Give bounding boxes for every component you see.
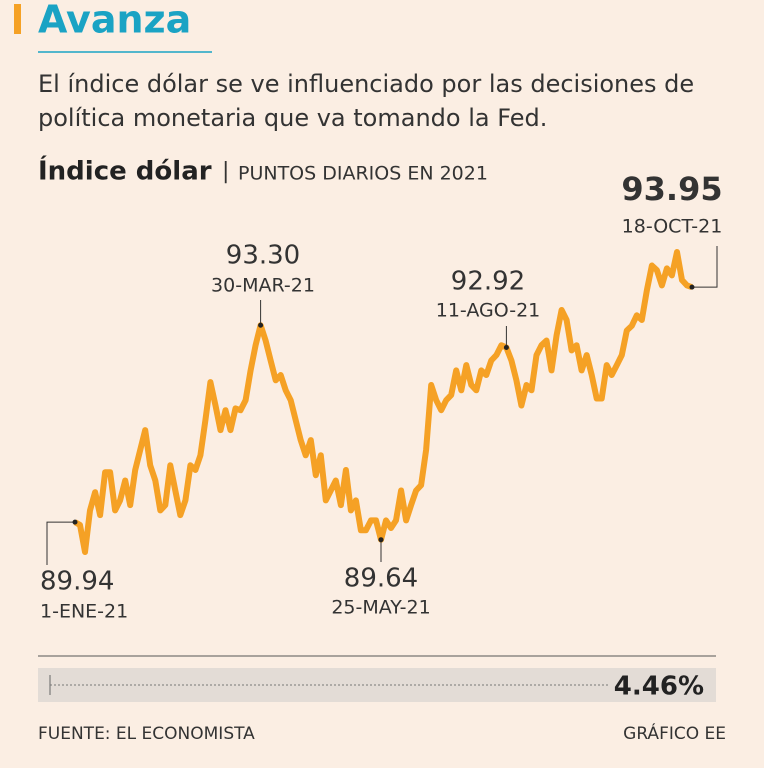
annotation-date: 11-AGO-21: [436, 300, 541, 322]
title-marker: [14, 4, 21, 34]
annotation-value: 89.64: [344, 564, 418, 594]
annotation-dot: [689, 284, 695, 290]
annotation-dot: [378, 537, 384, 543]
leader-line: [692, 246, 718, 288]
subtitle: política monetaria que va tomando la Fed…: [38, 104, 547, 132]
line: [73, 249, 694, 555]
chart-title: Índice dólar: [38, 155, 212, 187]
separator: |: [222, 159, 229, 184]
annotation-date: 25-MAY-21: [331, 597, 430, 619]
annotation-date: 1-ENE-21: [40, 601, 128, 623]
annotation-date: 30-MAR-21: [211, 275, 315, 297]
annotation-value: 89.94: [40, 567, 114, 597]
source: FUENTE: EL ECONOMISTA: [38, 724, 255, 744]
leader-line: [46, 521, 75, 565]
change-label: 4.46%: [614, 672, 704, 702]
annotation-date: 18-OCT-21: [622, 216, 723, 238]
title: Avanza: [38, 0, 191, 42]
annotation-value: 93.30: [226, 241, 300, 271]
annotation-dot: [72, 519, 78, 525]
annotation-value: 92.92: [451, 267, 525, 297]
annotation-dot: [503, 345, 509, 351]
annotation-value: 93.95: [621, 170, 722, 208]
subtitle: El índice dólar se ve influenciado por l…: [38, 70, 694, 98]
credit: GRÁFICO EE: [623, 722, 726, 744]
annotation-dot: [258, 322, 264, 328]
chart-subtitle: PUNTOS DIARIOS EN 2021: [238, 163, 488, 185]
